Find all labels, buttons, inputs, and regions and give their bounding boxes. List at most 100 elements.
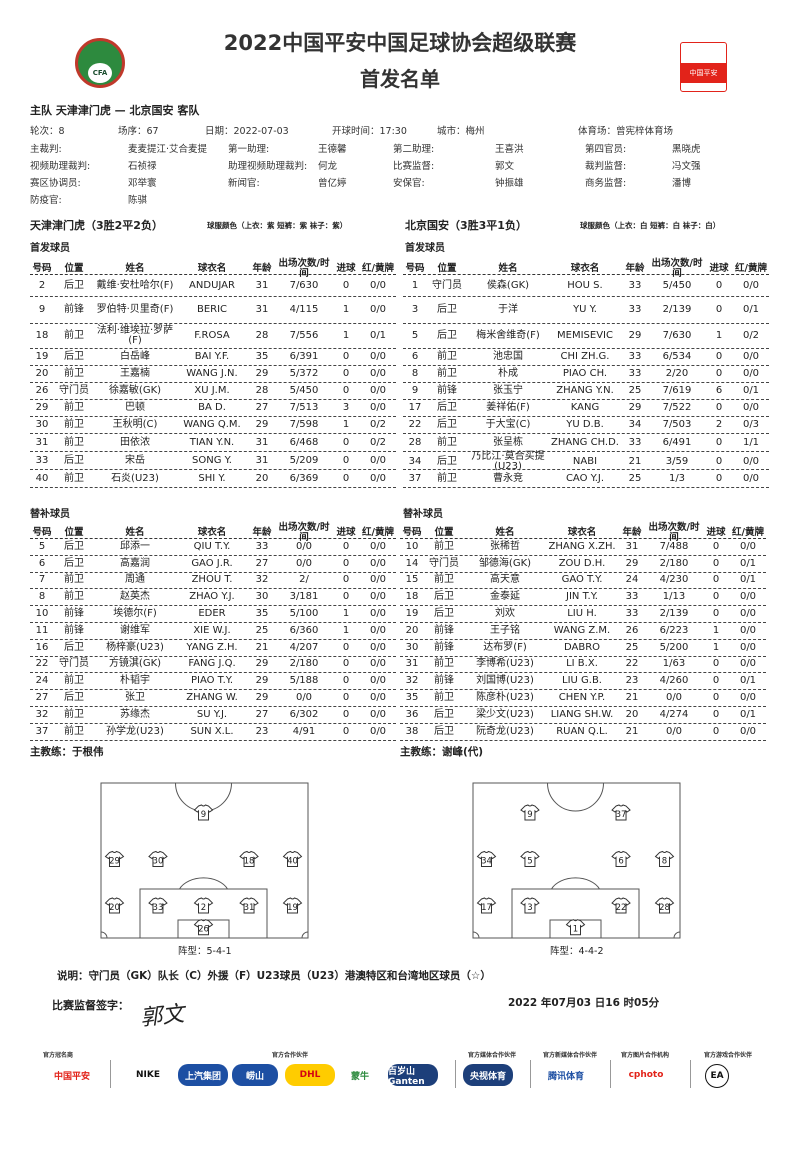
player-row: 32 前卫 苏缘杰 SU Y.J. 27 6/302 0 0/0 bbox=[30, 707, 396, 724]
jersey-number: 34 bbox=[481, 857, 492, 867]
player-appearances: 0/0 bbox=[295, 540, 313, 552]
player-number: 18 bbox=[405, 591, 419, 603]
player-number: 36 bbox=[405, 708, 419, 720]
player-number: 5 bbox=[38, 540, 46, 552]
home-team-name: 天津津门虎（3胜2平2负） bbox=[30, 219, 163, 232]
supervisor-signature: 郭文 bbox=[139, 1001, 186, 1032]
jersey-icon bbox=[611, 897, 631, 914]
player-appearances: 2/139 bbox=[662, 304, 692, 315]
official-role: 新闻官: bbox=[228, 178, 260, 189]
player-number: 22 bbox=[35, 658, 49, 670]
player-jersey: 20 bbox=[104, 897, 125, 914]
player-jersey: 28 bbox=[654, 897, 675, 914]
player-row: 14 守门员 邹德海(GK) ZOU D.H. 29 2/180 0 0/1 bbox=[400, 556, 766, 573]
player-cards: 0/0 bbox=[369, 472, 387, 484]
official-role: 主裁判: bbox=[30, 144, 62, 155]
player-position: 前卫 bbox=[64, 725, 84, 737]
player-position: 后卫 bbox=[437, 456, 457, 467]
player-appearances: 7/503 bbox=[662, 419, 692, 430]
official-name: 何龙 bbox=[318, 161, 338, 172]
official-role: 赛区协调员: bbox=[30, 178, 81, 189]
player-row: 35 前卫 陈彦朴(U23) CHEN Y.P. 21 0/0 0 0/0 bbox=[400, 690, 766, 707]
tencent-sports-logo: 腾讯体育 bbox=[542, 1064, 590, 1086]
away-team-name: 北京国安（3胜3平1负） bbox=[405, 219, 527, 232]
player-row: 6 前卫 池忠国 CHI ZH.G. 33 6/534 0 0/0 bbox=[403, 349, 769, 366]
player-number: 10 bbox=[405, 540, 419, 552]
player-age: 29 bbox=[628, 402, 642, 413]
player-shirt-name: DABRO bbox=[563, 641, 601, 653]
player-name: 罗伯特·贝里奇(F) bbox=[96, 304, 174, 315]
player-name: 曹永竞 bbox=[493, 472, 523, 484]
jersey-number: 1 bbox=[573, 925, 578, 935]
sponsor-category: 官方图片合作机构 bbox=[620, 1052, 669, 1059]
player-shirt-name: YU Y. bbox=[573, 304, 597, 315]
match-date: 日期：2022-07-03 bbox=[205, 126, 289, 137]
jersey-icon bbox=[654, 897, 675, 914]
cctv-sports-logo: 央视体育 bbox=[463, 1064, 513, 1086]
player-name: 朴韬宇 bbox=[120, 675, 150, 687]
player-goals: 0 bbox=[712, 692, 720, 704]
player-position: 前锋 bbox=[437, 385, 457, 396]
player-cards: 0/1 bbox=[739, 557, 757, 569]
away-coach: 主教练：谢峰(代) bbox=[400, 744, 483, 759]
player-goals: 1 bbox=[342, 304, 350, 315]
player-shirt-name: GAO J.R. bbox=[191, 557, 233, 569]
player-number: 20 bbox=[35, 368, 49, 379]
jersey-icon bbox=[239, 850, 259, 867]
home-starters-table: 号码 位置 姓名 球衣名 年龄 出场次数/时间 进球 红/黄牌 2 后卫 戴维·安杜哈尔(F) AND… bbox=[30, 259, 396, 488]
sponsor-category: 官方媒体合作伙伴 bbox=[467, 1052, 516, 1059]
player-number: 26 bbox=[35, 385, 49, 396]
corner-arc bbox=[673, 931, 681, 939]
official-name: 邓举寰 bbox=[128, 178, 157, 189]
player-shirt-name: HOU S. bbox=[567, 279, 603, 291]
player-jersey: 3 bbox=[520, 897, 540, 914]
player-row: 22 守门员 方镜淇(GK) FANG J.Q. 29 2/180 0 0/0 bbox=[30, 657, 396, 674]
player-row: 31 前卫 田依浓 TIAN Y.N. 31 6/468 0 0/2 bbox=[30, 434, 396, 452]
player-appearances: 0/0 bbox=[665, 692, 683, 704]
player-appearances: 6/302 bbox=[289, 708, 319, 720]
player-appearances: 5/100 bbox=[289, 608, 319, 620]
player-age: 26 bbox=[625, 624, 639, 636]
player-goals: 1 bbox=[715, 330, 723, 341]
column-header: 进球 bbox=[709, 263, 729, 274]
player-row: 6 后卫 高嘉润 GAO J.R. 27 0/0 0 0/0 bbox=[30, 556, 396, 573]
player-position: 前锋 bbox=[64, 608, 84, 620]
cfa-logo: CFA bbox=[75, 38, 125, 88]
player-goals: 0 bbox=[715, 368, 723, 379]
table-header: 号码 位置 姓名 球衣名 年龄 出场次数/时间 进球 红/黄牌 bbox=[403, 259, 769, 279]
player-age: 29 bbox=[255, 368, 269, 379]
player-name: 苏缘杰 bbox=[120, 708, 150, 720]
player-appearances: 6/534 bbox=[662, 351, 692, 362]
player-row: 9 前锋 罗伯特·贝里奇(F) BERIC 31 4/115 1 0/0 bbox=[30, 297, 396, 324]
column-header: 号码 bbox=[32, 263, 52, 274]
jersey-number: 22 bbox=[616, 903, 627, 913]
jersey-number: 37 bbox=[616, 810, 627, 820]
column-header: 出场次数/时间 bbox=[278, 258, 330, 279]
player-shirt-name: WANG Z.M. bbox=[553, 624, 611, 636]
player-age: 33 bbox=[255, 540, 269, 552]
jersey-icon bbox=[193, 919, 214, 936]
player-row: 28 前卫 张呈栋 ZHANG CH.D. 33 6/491 0 1/1 bbox=[403, 434, 769, 452]
player-cards: 0/0 bbox=[742, 279, 760, 291]
player-shirt-name: LIU G.B. bbox=[562, 675, 602, 687]
jersey-number: 28 bbox=[659, 903, 670, 913]
player-row: 40 前卫 石炎(U23) SHI Y. 20 6/369 0 0/0 bbox=[30, 470, 396, 488]
player-shirt-name: ZHOU T. bbox=[191, 574, 233, 586]
pingan-logo: 中国平安 bbox=[48, 1064, 96, 1086]
player-jersey: 6 bbox=[611, 850, 631, 867]
player-shirt-name: FANG J.Q. bbox=[188, 658, 236, 670]
player-goals: 0 bbox=[712, 574, 720, 586]
player-number: 38 bbox=[405, 725, 419, 737]
player-cards: 0/0 bbox=[739, 658, 757, 670]
player-shirt-name: WANG J.N. bbox=[186, 368, 238, 379]
player-goals: 0 bbox=[715, 472, 723, 484]
player-appearances: 6/491 bbox=[662, 436, 692, 448]
player-position: 后卫 bbox=[434, 725, 454, 737]
player-position: 前锋 bbox=[64, 304, 84, 315]
player-shirt-name: TIAN Y.N. bbox=[189, 436, 235, 448]
signed-timestamp: 2022 年07月03 日16 时05分 bbox=[508, 997, 660, 1009]
player-goals: 0 bbox=[712, 608, 720, 620]
column-header: 位置 bbox=[437, 263, 457, 274]
pitch-outline bbox=[472, 782, 681, 939]
player-appearances: 2/139 bbox=[659, 608, 689, 620]
